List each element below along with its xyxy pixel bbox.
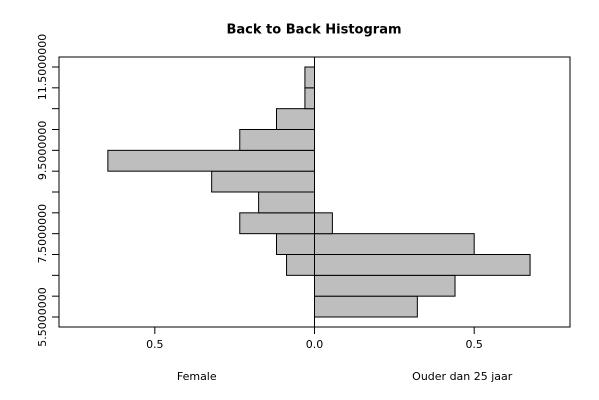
- bar: [286, 254, 315, 276]
- y-tick-label: 5.5000000: [36, 287, 49, 347]
- bar: [275, 233, 316, 256]
- x-tick-label: 0.5: [146, 338, 164, 351]
- bar: [107, 149, 315, 172]
- y-tick-label: 9.5000000: [36, 121, 49, 181]
- x-tick-label: 0.0: [306, 338, 324, 351]
- chart-title: Back to Back Histogram: [226, 23, 401, 38]
- series-label: Ouder dan 25 jaar: [412, 370, 513, 383]
- bar: [304, 66, 316, 89]
- y-tick-label: 11.5000000: [36, 34, 49, 100]
- bar: [258, 191, 315, 214]
- bar: [314, 212, 333, 235]
- series-label: Female: [177, 370, 217, 383]
- bar: [314, 233, 475, 256]
- y-tick-label: 7.5000000: [36, 204, 49, 264]
- bar: [239, 212, 315, 235]
- bar: [314, 254, 531, 276]
- bar: [239, 129, 315, 151]
- bar: [314, 274, 456, 297]
- x-tick-label: 0.5: [465, 338, 483, 351]
- bar: [304, 87, 316, 110]
- bar: [275, 108, 316, 130]
- bar: [314, 295, 418, 318]
- bar: [211, 170, 316, 193]
